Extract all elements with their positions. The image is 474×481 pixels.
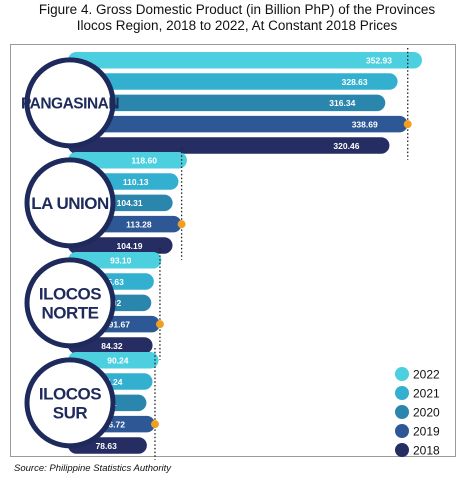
bar-value-pangasinan-2018: 320.46 (333, 141, 359, 151)
chart-title-line-1: Figure 4. Gross Domestic Product (in Bil… (38, 2, 436, 17)
category-label-pangasinan: PANGASINAN (21, 95, 119, 112)
bar-value-ilocos-sur-2018: 78.63 (96, 441, 118, 451)
bar-value-pangasinan-2021: 328.63 (342, 77, 368, 87)
bar-pangasinan-2021 (68, 73, 398, 90)
bar-la-union-2022 (68, 152, 187, 169)
marker-dot-ilocos-norte (155, 320, 164, 329)
bar-value-ilocos-norte-2018: 84.32 (101, 341, 123, 351)
bar-value-ilocos-sur-2021: 84.24 (101, 377, 123, 387)
bar-pangasinan-2022 (68, 52, 422, 69)
bar-value-ilocos-sur-2022: 90.24 (107, 356, 129, 366)
bar-value-pangasinan-2020: 316.34 (329, 98, 355, 108)
bar-pangasinan-2019 (68, 115, 408, 133)
legend-label-2021: 2021 (413, 387, 440, 401)
category-badge-ilocos-sur (24, 357, 116, 449)
bar-value-la-union-2018: 104.19 (117, 241, 143, 251)
bar-pangasinan-2018 (68, 137, 390, 154)
bar-value-ilocos-norte-2022: 93.10 (110, 256, 132, 266)
bar-value-ilocos-sur-2019: 86.72 (104, 419, 126, 429)
bar-value-la-union-2022: 118.60 (131, 156, 157, 166)
category-label-ilocos-sur-line-1: ILOCOS (39, 384, 101, 403)
chart-frame (10, 44, 456, 457)
bar-value-ilocos-norte-2019: 91.67 (109, 319, 131, 329)
bar-value-pangasinan-2022: 352.93 (366, 56, 392, 66)
legend-swatch-2021 (395, 386, 409, 400)
category-label-ilocos-norte-line-1: ILOCOS (39, 284, 101, 303)
category-label-la-union: LA UNION (31, 194, 109, 213)
legend-label-2019: 2019 (413, 425, 440, 439)
legend-swatch-2019 (395, 424, 409, 438)
legend-label-2022: 2022 (413, 368, 440, 382)
legend-swatch-2020 (395, 405, 409, 419)
legend-label-2020: 2020 (413, 406, 440, 420)
category-label-ilocos-norte-line-2: NORTE (42, 303, 99, 322)
bar-value-la-union-2019: 113.28 (126, 219, 152, 229)
bar-value-ilocos-norte-2021: 85.63 (103, 277, 125, 287)
bar-value-la-union-2021: 110.13 (123, 177, 149, 187)
chart-title-line-2: Ilocos Region, 2018 to 2022, At Constant… (76, 18, 398, 33)
category-badge-ilocos-norte (24, 257, 116, 349)
bar-pangasinan-2020 (68, 94, 386, 112)
bar-value-pangasinan-2019: 338.69 (352, 119, 378, 129)
marker-dot-la-union (177, 220, 186, 229)
marker-dot-ilocos-sur (150, 420, 159, 429)
category-badge-pangasinan (24, 57, 116, 149)
category-badge-la-union (24, 157, 116, 249)
category-label-ilocos-sur-line-2: SUR (53, 403, 88, 422)
legend-swatch-2018 (395, 443, 409, 457)
chart-title: Figure 4. Gross Domestic Product (in Bil… (0, 2, 474, 34)
legend-swatch-2022 (395, 367, 409, 381)
legend-label-2018: 2018 (413, 444, 440, 458)
bar-value-la-union-2020: 104.31 (117, 198, 143, 208)
source-note: Source: Philippine Statistics Authority (14, 463, 172, 474)
marker-dot-pangasinan (403, 120, 412, 129)
